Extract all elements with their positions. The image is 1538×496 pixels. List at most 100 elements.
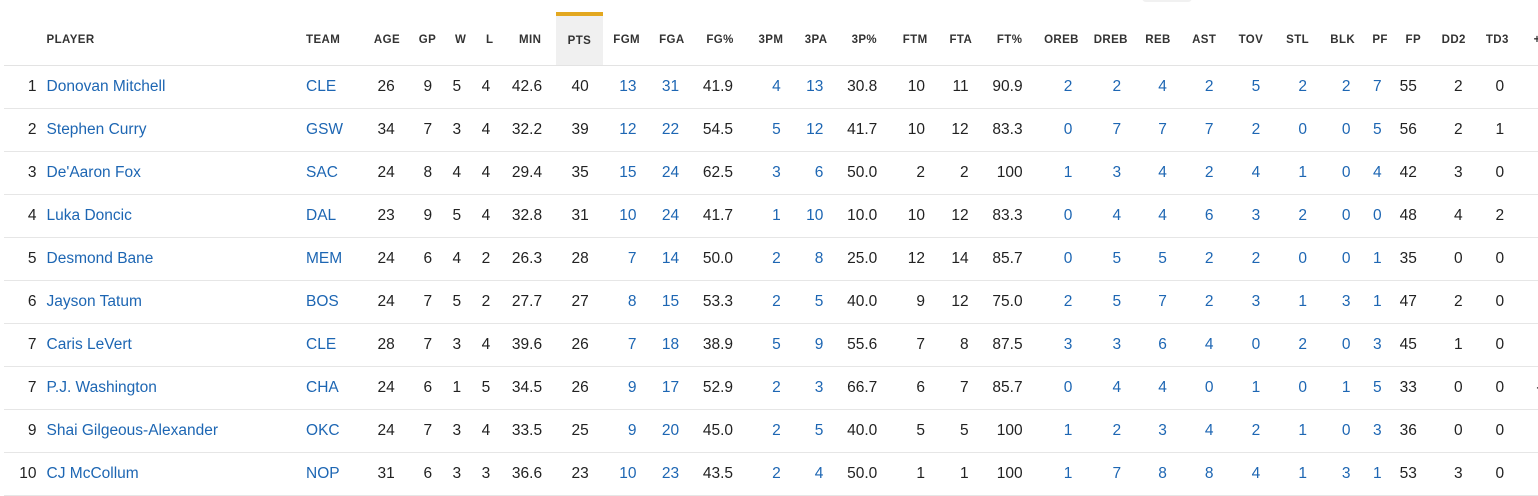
col-header-3pa[interactable]: 3PA — [794, 14, 838, 66]
team-link[interactable]: GSW — [306, 121, 344, 138]
stat-link-tov[interactable]: 2 — [1251, 250, 1261, 267]
stat-link-fga[interactable]: 24 — [661, 207, 680, 224]
stat-link-tov[interactable]: 3 — [1251, 293, 1261, 310]
stat-link-ast[interactable]: 8 — [1204, 465, 1214, 482]
stat-link-reb[interactable]: 7 — [1158, 293, 1167, 310]
stat-link-oreb[interactable]: 1 — [1063, 465, 1073, 482]
stat-link-pf[interactable]: 1 — [1373, 250, 1382, 267]
stat-link-reb[interactable]: 5 — [1158, 250, 1167, 267]
stat-link-reb[interactable]: 6 — [1158, 336, 1167, 353]
team-link[interactable]: CLE — [306, 336, 337, 353]
stat-link-blk[interactable]: 0 — [1341, 336, 1351, 353]
col-header-pts[interactable]: PTS — [556, 12, 603, 66]
stat-link-fgm[interactable]: 8 — [627, 293, 637, 310]
team-link[interactable]: CLE — [306, 78, 337, 95]
stat-link-dreb[interactable]: 4 — [1112, 379, 1122, 396]
stat-link-fga[interactable]: 23 — [661, 465, 680, 482]
stat-link-3pm[interactable]: 2 — [772, 250, 781, 267]
col-header-reb[interactable]: REB — [1135, 14, 1181, 66]
col-header-dd2[interactable]: DD2 — [1430, 14, 1477, 66]
stat-link-stl[interactable]: 1 — [1298, 293, 1307, 310]
stat-link-pf[interactable]: 0 — [1373, 207, 1382, 224]
stat-link-blk[interactable]: 3 — [1341, 465, 1351, 482]
stat-link-fga[interactable]: 31 — [661, 78, 680, 95]
stat-link-3pm[interactable]: 2 — [772, 379, 781, 396]
stat-link-fga[interactable]: 18 — [661, 336, 680, 353]
player-link[interactable]: Shai Gilgeous-Alexander — [46, 422, 219, 439]
stat-link-tov[interactable]: 0 — [1251, 336, 1261, 353]
stat-link-3pa[interactable]: 10 — [806, 207, 824, 224]
stat-link-fga[interactable]: 14 — [661, 250, 680, 267]
stat-link-fgm[interactable]: 7 — [627, 336, 637, 353]
stat-link-3pm[interactable]: 2 — [772, 293, 781, 310]
stat-link-reb[interactable]: 4 — [1158, 78, 1167, 95]
stat-link-blk[interactable]: 0 — [1341, 422, 1351, 439]
col-header-w[interactable]: W — [446, 14, 476, 66]
player-link[interactable]: P.J. Washington — [46, 379, 157, 396]
stat-link-oreb[interactable]: 1 — [1063, 422, 1073, 439]
col-header-oreb[interactable]: OREB — [1036, 14, 1087, 66]
stat-link-dreb[interactable]: 5 — [1112, 293, 1122, 310]
stat-link-oreb[interactable]: 2 — [1063, 293, 1073, 310]
stat-link-fgm[interactable]: 7 — [627, 250, 637, 267]
stat-link-3pa[interactable]: 6 — [814, 164, 824, 181]
stat-link-stl[interactable]: 1 — [1298, 422, 1307, 439]
stat-link-blk[interactable]: 3 — [1341, 293, 1351, 310]
stat-link-3pm[interactable]: 5 — [772, 336, 781, 353]
col-header-tov[interactable]: TOV — [1227, 14, 1275, 66]
stat-link-3pm[interactable]: 2 — [772, 465, 781, 482]
stat-link-stl[interactable]: 1 — [1298, 164, 1307, 181]
stat-link-3pa[interactable]: 5 — [814, 422, 824, 439]
stat-link-tov[interactable]: 2 — [1251, 121, 1261, 138]
col-header-td3[interactable]: TD3 — [1476, 14, 1519, 66]
stat-link-reb[interactable]: 4 — [1158, 164, 1167, 181]
stat-link-tov[interactable]: 2 — [1251, 422, 1261, 439]
team-link[interactable]: OKC — [306, 422, 340, 439]
stat-link-reb[interactable]: 7 — [1158, 121, 1167, 138]
stat-link-dreb[interactable]: 3 — [1112, 336, 1122, 353]
stat-link-dreb[interactable]: 7 — [1112, 121, 1122, 138]
stat-link-3pm[interactable]: 5 — [772, 121, 781, 138]
player-link[interactable]: Jayson Tatum — [46, 293, 142, 310]
stat-link-stl[interactable]: 2 — [1298, 336, 1307, 353]
stat-link-dreb[interactable]: 7 — [1112, 465, 1122, 482]
stat-link-3pm[interactable]: 2 — [772, 422, 781, 439]
stat-link-fga[interactable]: 20 — [661, 422, 680, 439]
stat-link-dreb[interactable]: 5 — [1112, 250, 1122, 267]
col-header-dreb[interactable]: DREB — [1086, 14, 1136, 66]
stat-link-oreb[interactable]: 0 — [1063, 250, 1073, 267]
stat-link-oreb[interactable]: 2 — [1063, 78, 1073, 95]
stat-link-3pa[interactable]: 13 — [806, 78, 824, 95]
col-header-blk[interactable]: BLK — [1320, 14, 1365, 66]
col-header-fp[interactable]: FP — [1395, 14, 1431, 66]
stat-link-oreb[interactable]: 3 — [1063, 336, 1073, 353]
stat-link-oreb[interactable]: 1 — [1063, 164, 1073, 181]
stat-link-ast[interactable]: 0 — [1204, 379, 1214, 396]
stat-link-ast[interactable]: 7 — [1204, 121, 1214, 138]
stat-link-reb[interactable]: 4 — [1158, 207, 1167, 224]
stat-link-tov[interactable]: 5 — [1251, 78, 1261, 95]
stat-link-pf[interactable]: 5 — [1373, 121, 1382, 138]
col-header-ft-pct[interactable]: FT% — [982, 14, 1037, 66]
stat-link-blk[interactable]: 1 — [1341, 379, 1351, 396]
stat-link-fga[interactable]: 15 — [661, 293, 680, 310]
stat-link-ast[interactable]: 4 — [1204, 336, 1214, 353]
player-link[interactable]: Donovan Mitchell — [46, 78, 166, 95]
col-header-min[interactable]: MIN — [504, 14, 557, 66]
stat-link-ast[interactable]: 2 — [1204, 78, 1214, 95]
stat-link-reb[interactable]: 8 — [1158, 465, 1167, 482]
stat-link-blk[interactable]: 0 — [1341, 250, 1351, 267]
stat-link-tov[interactable]: 1 — [1251, 379, 1261, 396]
stat-link-stl[interactable]: 2 — [1298, 207, 1307, 224]
player-link[interactable]: Luka Doncic — [46, 207, 132, 224]
stat-link-fgm[interactable]: 9 — [627, 379, 637, 396]
team-link[interactable]: NOP — [306, 465, 340, 482]
stat-link-3pa[interactable]: 5 — [814, 293, 824, 310]
player-link[interactable]: De'Aaron Fox — [46, 164, 141, 181]
stat-link-oreb[interactable]: 0 — [1063, 207, 1073, 224]
stat-link-stl[interactable]: 0 — [1298, 250, 1307, 267]
team-link[interactable]: CHA — [306, 379, 339, 396]
stat-link-fgm[interactable]: 12 — [619, 121, 637, 138]
col-header-fgm[interactable]: FGM — [602, 14, 651, 66]
col-header-l[interactable]: L — [475, 14, 505, 66]
